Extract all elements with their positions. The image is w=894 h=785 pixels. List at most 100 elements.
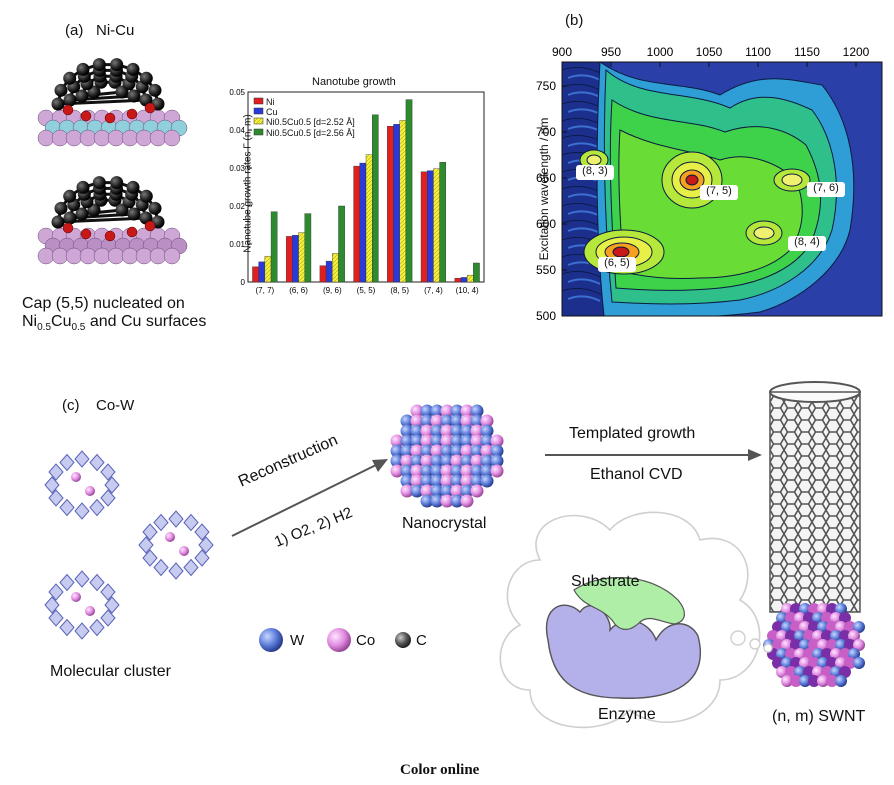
x-tick-label: (6, 6) <box>289 286 308 295</box>
bar <box>454 278 462 283</box>
legend-label-co: Co <box>356 632 376 649</box>
chart-ylabel: Nanotube growth rates Γ (n, m) <box>242 114 254 253</box>
y-tick-label: 0 <box>241 278 246 287</box>
templated-growth-arrow <box>545 449 762 461</box>
bar <box>298 232 305 283</box>
legend-swatch-cu <box>253 107 264 115</box>
panel-a-system-label: Ni-Cu <box>96 22 135 39</box>
legend-swatch-nicu-256 <box>253 128 264 136</box>
bar <box>332 253 339 283</box>
nanocrystal-sphere <box>390 404 504 508</box>
map-ylabel: Excitation wavelength / nm <box>537 117 551 261</box>
map-x-tick-label: 950 <box>601 45 621 59</box>
y-tick-label: 0.03 <box>229 164 245 173</box>
panel-c-system-label: Co-W <box>96 397 135 414</box>
ethanol-cvd-label: Ethanol CVD <box>590 466 683 483</box>
bar <box>338 205 345 283</box>
map-y-tick-label: 750 <box>536 79 556 93</box>
map-x-tick-label: 900 <box>552 45 572 59</box>
bar <box>359 162 367 283</box>
map-x-tick-label: 1000 <box>647 45 674 59</box>
legend-ball-w <box>259 628 283 652</box>
peak-label-8-3: (8, 3) <box>582 165 608 177</box>
swnt-tube <box>763 381 865 687</box>
bar <box>439 162 447 283</box>
polyoxometalate-cluster <box>138 510 214 580</box>
y-tick-label: 0.01 <box>229 240 245 249</box>
enzyme-shape <box>545 604 701 699</box>
legend-label-nicu-256: Ni0.5Cu0.5 [d=2.56 Å] <box>266 128 355 138</box>
substrate-shape <box>573 576 685 630</box>
ni-cu-cap-model-top <box>36 58 188 152</box>
bar <box>258 261 266 283</box>
peak-label-7-6: (7, 6) <box>813 182 839 194</box>
bar <box>460 277 468 283</box>
enzyme-label: Enzyme <box>598 706 656 723</box>
ni-cu-cap-model-bottom <box>37 176 188 265</box>
enzyme-thought-bubble <box>499 511 773 729</box>
legend-label-c: C <box>416 632 427 649</box>
swnt-label: (n, m) SWNT <box>772 708 866 725</box>
chart-legend <box>253 97 264 136</box>
peak-label-box <box>598 257 636 272</box>
bar <box>319 265 327 283</box>
map-y-tick-label: 600 <box>536 217 556 231</box>
panel-c-tag: (c) <box>62 397 80 414</box>
bar <box>365 154 373 283</box>
peak-7-6 <box>773 168 811 192</box>
bar <box>292 235 299 283</box>
bar <box>433 168 440 283</box>
legend-label-w: W <box>290 632 305 649</box>
legend-label-ni: Ni <box>266 97 275 107</box>
bar <box>325 260 333 283</box>
map-x-tick-label: 1150 <box>794 45 820 59</box>
bar <box>473 262 480 283</box>
map-x-tick-label: 1050 <box>696 45 723 59</box>
bar <box>285 236 293 283</box>
y-tick-label: 0.02 <box>229 202 245 211</box>
peak-label-8-4: (8, 4) <box>794 236 820 248</box>
bar <box>393 124 400 283</box>
peak-label-6-5: (6, 5) <box>604 257 630 269</box>
map-y-tick-label: 650 <box>536 171 556 185</box>
polyoxometalate-cluster <box>44 450 120 520</box>
bar <box>420 171 428 283</box>
peak-label-box <box>788 236 826 251</box>
panel-a-caption-line1: Cap (5,5) nucleated on <box>22 295 185 312</box>
legend-swatch-ni <box>253 97 264 105</box>
bar <box>270 211 278 283</box>
peak-label-box <box>807 182 845 197</box>
x-tick-label: (8, 5) <box>390 286 409 295</box>
chart-title: Nanotube growth <box>312 76 396 88</box>
map-x-tick-label: 1200 <box>843 45 870 59</box>
peak-label-box <box>576 165 614 180</box>
molecular-clusters <box>44 450 214 640</box>
peak-8-4 <box>745 220 783 246</box>
bar <box>353 165 361 283</box>
substrate-label: Substrate <box>571 573 640 590</box>
map-y-tick-label: 500 <box>536 309 556 323</box>
polyoxometalate-cluster <box>44 570 120 640</box>
x-tick-label: (5, 5) <box>357 286 376 295</box>
growth-rate-chart: 0 0.01 0.02 0.03 0.04 0.05 (7, 7) (6, 6) (9, 6) (… <box>229 88 485 295</box>
x-tick-label: (7, 4) <box>424 286 443 295</box>
legend-ball-c <box>395 632 411 648</box>
panel-a-tag: (a) <box>65 22 84 39</box>
x-tick-label: (9, 6) <box>323 286 342 295</box>
legend-swatch-nicu-252 <box>253 117 264 125</box>
panel-a-caption-line2: Ni0.5Cu0.5 and Cu surfaces <box>22 313 207 334</box>
bar <box>405 99 413 283</box>
bar <box>264 255 272 283</box>
bar <box>399 120 407 283</box>
y-tick-label: 0.04 <box>229 126 245 135</box>
bar <box>466 274 474 283</box>
map-y-tick-label: 550 <box>536 263 556 277</box>
legend-label-nicu-252: Ni0.5Cu0.5 [d=2.52 Å] <box>266 117 355 127</box>
map-x-tick-label: 1100 <box>745 45 771 59</box>
pl-contour-map: 900 950 1000 1050 1100 1150 1200 750 700 650 600 55… <box>536 45 883 323</box>
bar <box>387 125 394 283</box>
panel-b-tag: (b) <box>565 12 584 29</box>
x-tick-label: (10, 4) <box>456 286 479 295</box>
molecular-cluster-label: Molecular cluster <box>50 663 171 680</box>
